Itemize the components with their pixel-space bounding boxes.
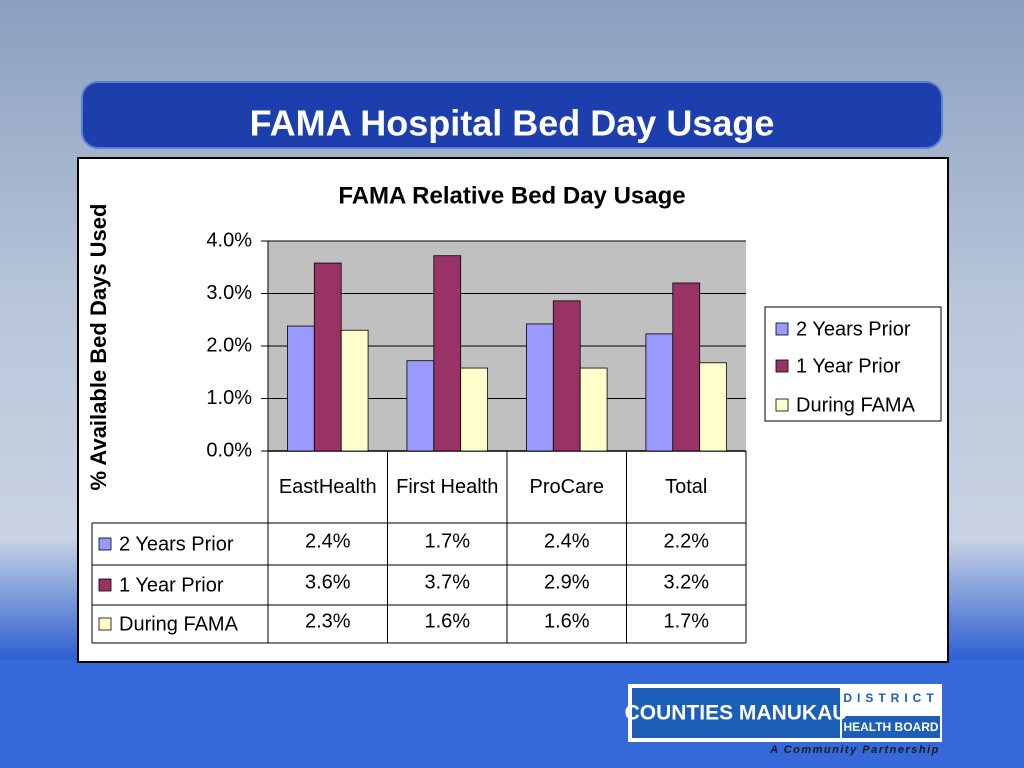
legend-key — [775, 398, 789, 412]
bar — [645, 333, 674, 452]
x-tick-label: ProCare — [529, 476, 604, 498]
bar — [579, 367, 608, 452]
y-tick-label: 0.0% — [206, 439, 252, 461]
y-tick-label: 4.0% — [206, 229, 252, 251]
logo-tagline: A Community Partnership — [769, 744, 940, 756]
data-label: 1.7% — [424, 530, 470, 552]
y-tick-label: 2.0% — [206, 334, 252, 356]
data-label: 2.4% — [305, 530, 351, 552]
bar — [552, 300, 581, 452]
data-label: 2.9% — [544, 571, 590, 593]
legend-label: 2 Years Prior — [796, 318, 911, 340]
logo-name: COUNTIES MANUKAU — [625, 702, 848, 725]
data-label: 3.7% — [424, 571, 470, 593]
table-series-name: 1 Year Prior — [119, 574, 224, 596]
table-legend-key — [98, 617, 112, 631]
data-label: 3.2% — [663, 571, 709, 593]
x-tick-label: EastHealth — [278, 476, 377, 498]
bar — [406, 360, 435, 452]
logo-board-text: HEALTH BOARD — [843, 720, 938, 734]
table-series-name: 2 Years Prior — [119, 533, 234, 555]
title-banner — [81, 81, 943, 149]
data-label: 1.6% — [544, 610, 590, 632]
bar — [699, 362, 727, 452]
legend-box — [764, 306, 942, 422]
bar — [460, 367, 488, 452]
bar — [313, 262, 342, 452]
data-label: 2.3% — [305, 610, 351, 632]
data-label: 1.6% — [424, 610, 470, 632]
bar — [433, 255, 462, 452]
logo-board — [842, 716, 940, 738]
data-label: 3.6% — [305, 571, 351, 593]
y-axis-label: % Available Bed Days Used — [86, 204, 111, 491]
bar — [287, 325, 315, 452]
logo-main — [632, 688, 840, 738]
data-label: 2.4% — [544, 530, 590, 552]
x-tick-label: Total — [665, 476, 708, 498]
legend-label: 1 Year Prior — [796, 355, 901, 377]
table-series-name: During FAMA — [119, 613, 239, 635]
bar — [526, 323, 554, 452]
x-tick-label: First Health — [396, 476, 499, 498]
data-label: 2.2% — [663, 530, 709, 552]
bar — [672, 282, 701, 452]
data-label: 1.7% — [663, 610, 709, 632]
legend-label: During FAMA — [796, 394, 916, 416]
y-tick-label: 3.0% — [206, 282, 252, 304]
y-tick-label: 1.0% — [206, 387, 252, 409]
table-legend-key — [98, 578, 112, 592]
slide-title: FAMA Hospital Bed Day Usage — [250, 103, 775, 144]
legend-key — [775, 359, 789, 373]
table-legend-key — [98, 537, 112, 551]
bar — [340, 329, 369, 452]
chart-title: FAMA Relative Bed Day Usage — [338, 182, 685, 209]
logo-district: DISTRICT — [843, 691, 938, 705]
legend-key — [775, 322, 789, 336]
